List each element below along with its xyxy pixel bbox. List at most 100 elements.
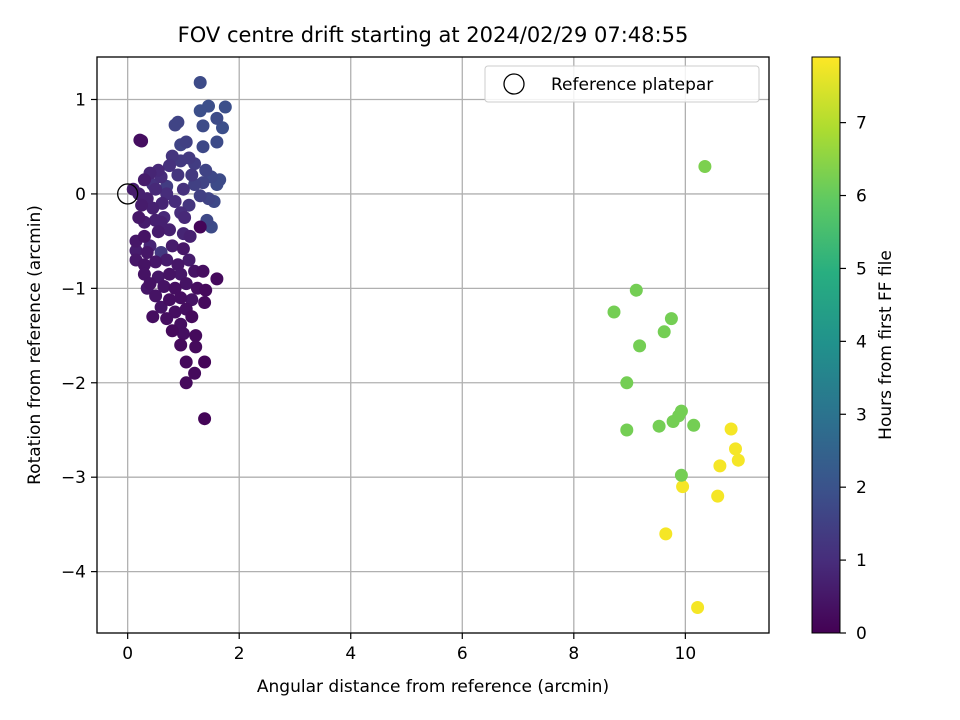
scatter-point (210, 135, 224, 149)
scatter-point (137, 173, 151, 187)
reference-marker-layer (117, 183, 139, 205)
scatter-point (185, 310, 199, 324)
scatter-point (168, 195, 182, 208)
scatter-point (176, 242, 190, 256)
scatter-point (157, 280, 171, 293)
colorbar-tick-label: 4 (856, 332, 867, 352)
scatter-point (210, 272, 224, 286)
scatter-point (160, 253, 174, 267)
scatter-point (199, 163, 213, 177)
colorbar-gradient (811, 56, 841, 634)
colorbar-tick-label: 3 (856, 405, 867, 425)
scatter-point (198, 355, 212, 369)
x-tick-label: 10 (675, 644, 697, 664)
scatter-point (151, 225, 165, 239)
scatter-point (160, 312, 174, 326)
legend-entry-reference-platepar: Reference platepar (551, 75, 713, 95)
scatter-point (179, 277, 193, 291)
y-tick-label: −1 (61, 279, 86, 299)
chart-title: FOV centre drift starting at 2024/02/29 … (178, 23, 689, 47)
scatter-point (126, 182, 140, 196)
x-tick-label: 6 (457, 644, 468, 664)
scatter-point (129, 244, 143, 258)
x-tick-label: 0 (122, 644, 133, 664)
scatter-point (185, 168, 199, 182)
scatter-point (729, 442, 742, 456)
x-axis-label: Angular distance from reference (arcmin) (257, 677, 609, 697)
scatter-point (154, 300, 168, 314)
scatter-point (676, 480, 690, 494)
colorbar-tick-label: 2 (856, 478, 867, 498)
scatter-point (620, 376, 634, 390)
scatter-point (140, 246, 154, 259)
scatter-point (691, 601, 705, 614)
grid-lines (97, 57, 769, 633)
scatter-point (196, 119, 210, 133)
scatter-point (193, 189, 207, 203)
scatter-point (698, 160, 712, 173)
y-tick-label: 0 (75, 185, 86, 205)
scatter-point (652, 419, 666, 433)
y-tick-label: −3 (61, 468, 86, 488)
scatter-point (182, 253, 196, 267)
y-tick-label: 1 (75, 90, 86, 110)
scatter-point (724, 422, 738, 436)
scatter-point (711, 489, 725, 503)
scatter-point (633, 339, 647, 353)
scatter-point (188, 366, 202, 380)
scatter-point (132, 211, 146, 224)
scatter-point (174, 291, 188, 305)
scatter-point (176, 327, 190, 341)
y-tick-label: −4 (61, 563, 86, 583)
x-axis-ticks: 0 2 4 6 8 10 (122, 633, 696, 664)
scatter-point (657, 325, 671, 339)
scatter-points (126, 76, 745, 614)
scatter-point (135, 134, 149, 148)
colorbar-ticks: 0 1 2 3 4 5 6 7 (840, 114, 867, 644)
scatter-point (165, 239, 179, 253)
scatter-point (149, 255, 163, 269)
legend-box (484, 65, 760, 103)
colorbar: 0 1 2 3 4 5 6 7 Hours from first FF file (811, 56, 896, 644)
scatter-point (687, 418, 701, 432)
scatter-point (731, 453, 745, 467)
scatter-point (171, 115, 185, 129)
scatter-point (189, 329, 203, 343)
scatter-point (659, 527, 673, 541)
scatter-point (193, 220, 207, 234)
scatter-point (168, 281, 182, 295)
scatter-point (146, 201, 160, 215)
scatter-point (199, 283, 213, 297)
scatter-point (629, 283, 643, 297)
scatter-point (189, 340, 203, 354)
x-tick-label: 4 (345, 644, 356, 664)
scatter-point (179, 376, 193, 390)
y-axis-ticks: 1 0 −1 −2 −3 −4 (61, 90, 97, 583)
scatter-point (178, 211, 192, 224)
scatter-point (179, 135, 193, 149)
scatter-point (165, 324, 179, 338)
reference-platepar-marker (117, 183, 139, 205)
scatter-point (193, 104, 207, 118)
scatter-point (713, 459, 727, 473)
scatter-point (185, 293, 199, 307)
scatter-point (183, 229, 197, 243)
scatter-point (143, 277, 157, 291)
scatter-point (149, 289, 163, 303)
scatter-point (218, 100, 232, 114)
scatter-point (174, 338, 188, 352)
colorbar-tick-label: 7 (856, 114, 867, 134)
scatter-point (210, 111, 224, 125)
scatter-point (198, 412, 212, 426)
plot-area-frame (96, 56, 770, 634)
scatter-point (674, 468, 688, 482)
y-tick-label: −2 (61, 374, 86, 394)
colorbar-tick-label: 1 (856, 551, 867, 571)
scatter-point (193, 76, 207, 89)
scatter-point (171, 168, 185, 182)
scatter-point (196, 140, 210, 154)
colorbar-label: Hours from first FF file (876, 250, 896, 440)
x-tick-label: 2 (234, 644, 245, 664)
scatter-point (179, 355, 193, 369)
